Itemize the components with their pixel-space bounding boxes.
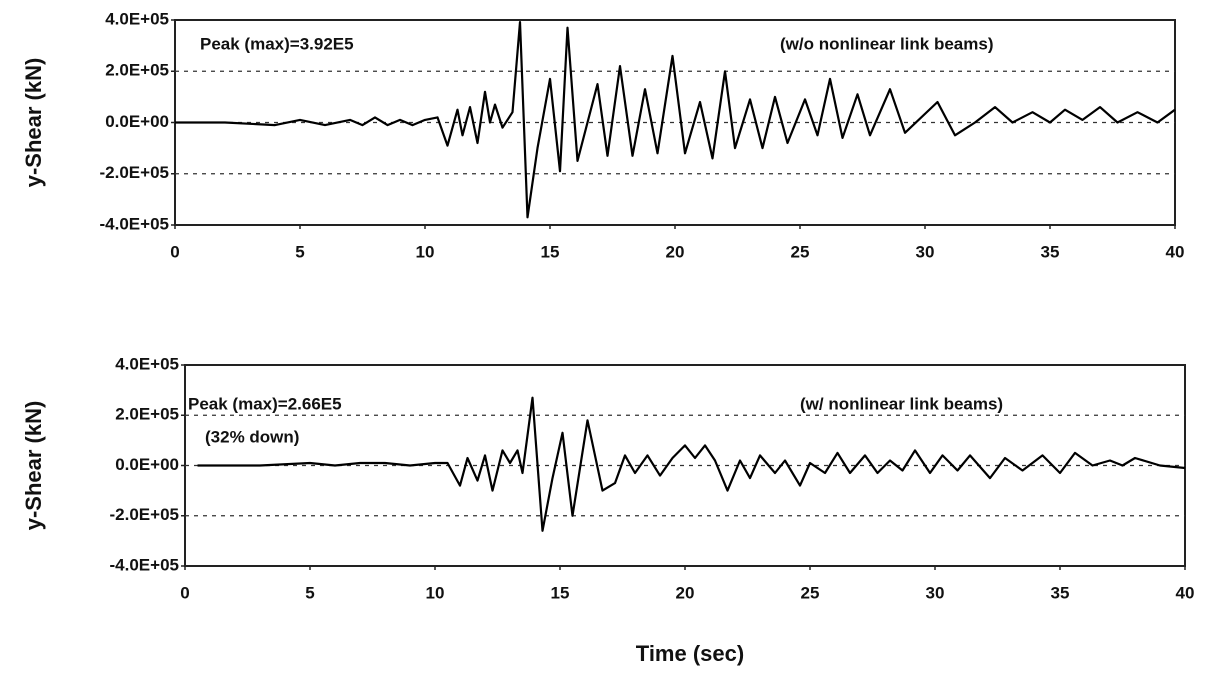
x-tick-label: 25 [801, 583, 820, 602]
x-tick-label: 35 [1041, 242, 1060, 261]
x-tick-label: 10 [426, 583, 445, 602]
x-tick-label: 40 [1176, 583, 1195, 602]
y-tick-label: -4.0E+05 [110, 555, 179, 574]
annotation: (w/ nonlinear link beams) [800, 394, 1003, 413]
x-tick-label: 5 [295, 242, 304, 261]
y-tick-label: 4.0E+05 [105, 9, 169, 28]
annotation: (w/o nonlinear link beams) [780, 34, 993, 53]
x-tick-label: 15 [541, 242, 560, 261]
y-tick-label: -4.0E+05 [100, 214, 169, 233]
annotation: Peak (max)=2.66E5 [188, 394, 342, 413]
x-tick-label: 0 [170, 242, 179, 261]
data-line [175, 21, 1176, 219]
y-tick-label: 0.0E+00 [115, 455, 179, 474]
x-tick-label: 20 [666, 242, 685, 261]
y-axis-label: y-Shear (kN) [21, 401, 46, 531]
x-tick-label: 15 [551, 583, 570, 602]
data-line [197, 396, 1186, 532]
x-tick-label: 10 [416, 242, 435, 261]
y-tick-label: -2.0E+05 [110, 505, 179, 524]
annotation: Peak (max)=3.92E5 [200, 34, 354, 53]
x-tick-label: 25 [791, 242, 810, 261]
y-axis-label: y-Shear (kN) [21, 58, 46, 188]
x-tick-label: 0 [180, 583, 189, 602]
x-tick-label: 5 [305, 583, 314, 602]
x-tick-label: 40 [1166, 242, 1185, 261]
x-tick-label: 30 [916, 242, 935, 261]
x-tick-label: 30 [926, 583, 945, 602]
y-tick-label: 0.0E+00 [105, 112, 169, 131]
x-tick-label: 20 [676, 583, 695, 602]
annotation: (32% down) [205, 427, 299, 446]
x-axis-label: Time (sec) [636, 641, 744, 666]
y-tick-label: 2.0E+05 [105, 61, 169, 80]
y-tick-label: 4.0E+05 [115, 354, 179, 373]
x-tick-label: 35 [1051, 583, 1070, 602]
y-tick-label: 2.0E+05 [115, 405, 179, 424]
y-tick-label: -2.0E+05 [100, 163, 169, 182]
